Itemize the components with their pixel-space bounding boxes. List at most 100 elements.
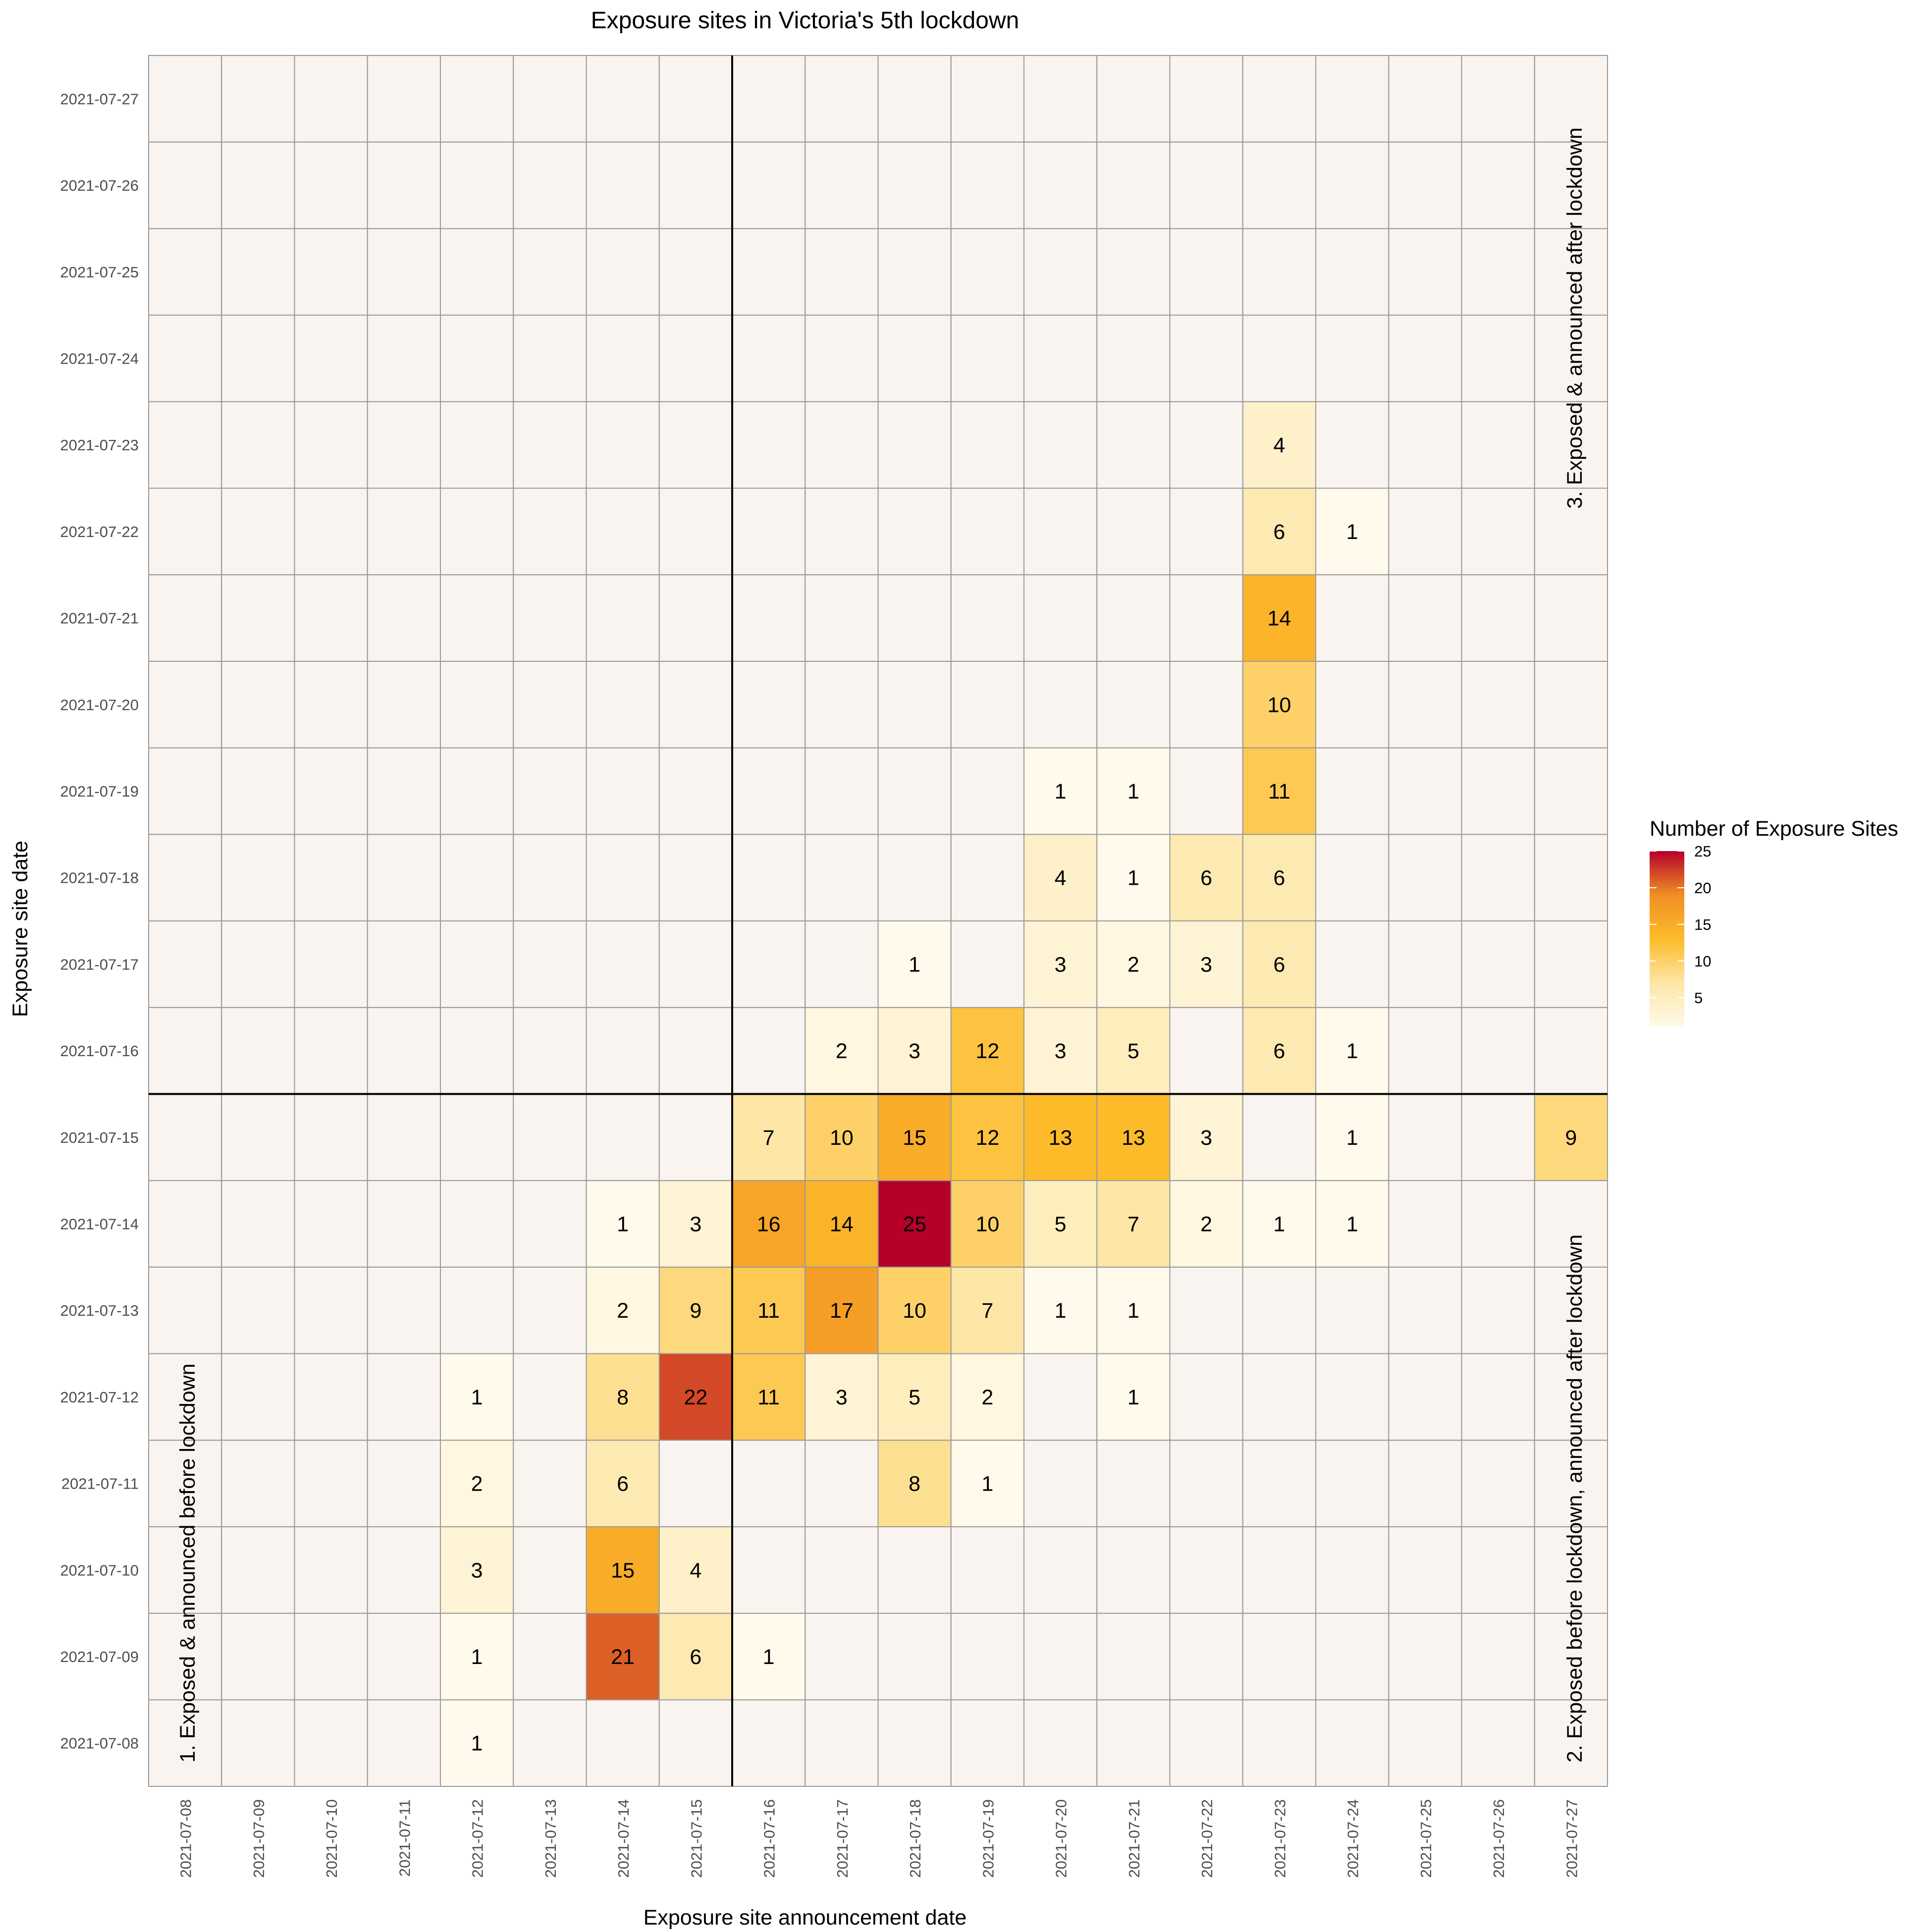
heatmap-cell-empty	[1315, 228, 1390, 316]
x-tick-label: 2021-07-16	[761, 1799, 778, 1878]
heatmap-cell-empty	[440, 1266, 514, 1354]
cell-value-label: 1	[1055, 1299, 1067, 1323]
heatmap-cell-empty	[1534, 487, 1608, 576]
heatmap-cell-empty	[1461, 1180, 1535, 1268]
heatmap-cell-empty	[732, 1699, 806, 1787]
x-tick-label: 2021-07-23	[1271, 1799, 1288, 1878]
x-tick-label: 2021-07-12	[469, 1799, 486, 1878]
y-tick-label: 2021-07-19	[60, 783, 139, 800]
heatmap-cell-empty	[440, 487, 514, 576]
heatmap-cell-empty	[513, 834, 587, 922]
heatmap-cell-empty	[658, 315, 733, 402]
heatmap-cell-empty	[586, 834, 660, 922]
heatmap-cell-empty	[513, 660, 587, 749]
cell-value-label: 1	[1346, 1039, 1358, 1063]
heatmap-cell-empty	[1461, 1526, 1535, 1614]
heatmap-cell-empty	[1388, 401, 1462, 489]
heatmap-cell-empty	[221, 487, 295, 576]
heatmap-cell-empty	[1388, 1526, 1462, 1614]
heatmap-cell-empty	[513, 747, 587, 835]
cell-value-label: 11	[757, 1299, 780, 1323]
heatmap-cell-empty	[732, 747, 806, 835]
heatmap-cell-empty	[1534, 834, 1608, 922]
heatmap-cell-empty	[1096, 401, 1171, 489]
heatmap-cell-empty	[658, 141, 733, 229]
heatmap-cell-empty	[148, 55, 222, 143]
heatmap-cell-empty	[367, 228, 441, 316]
heatmap-cell-empty	[1315, 1699, 1390, 1787]
heatmap-cell-empty	[221, 660, 295, 749]
heatmap-cell-empty	[1169, 1699, 1243, 1787]
heatmap-cell	[1023, 834, 1098, 922]
heatmap-cell-empty	[221, 1266, 295, 1354]
cell-value-label: 10	[1267, 693, 1291, 717]
annotation-region-3: 3. Exposed & announced after lockdown	[1563, 127, 1587, 509]
heatmap-cell	[805, 1266, 879, 1354]
heatmap-cell	[1023, 920, 1098, 1008]
heatmap-cell-empty	[148, 920, 222, 1008]
heatmap-cell-empty	[1096, 1612, 1171, 1701]
heatmap-cell-empty	[367, 1612, 441, 1701]
heatmap-cell	[1315, 1093, 1390, 1181]
heatmap-cell-empty	[1096, 228, 1171, 316]
heatmap-cell-empty	[805, 834, 879, 922]
heatmap-cell-empty	[877, 141, 952, 229]
heatmap-cell-empty	[1023, 1440, 1098, 1527]
heatmap-cell	[950, 1353, 1024, 1441]
cell-value-label: 10	[975, 1212, 999, 1236]
cell-value-label: 12	[975, 1039, 999, 1063]
x-tick-label: 2021-07-14	[615, 1799, 632, 1878]
heatmap-cell-empty	[1534, 574, 1608, 662]
heatmap-cell-empty	[732, 834, 806, 922]
heatmap-cell-empty	[586, 401, 660, 489]
cell-value-label: 1	[1127, 1386, 1139, 1409]
cell-value-label: 11	[1268, 780, 1290, 804]
legend-tick-label: 20	[1694, 879, 1711, 897]
heatmap-cell-empty	[513, 1353, 587, 1441]
cell-value-label: 7	[1127, 1212, 1139, 1236]
cell-value-label: 6	[1273, 953, 1285, 976]
heatmap-cell-empty	[294, 747, 368, 835]
heatmap-cell-empty	[586, 315, 660, 402]
heatmap-cell	[1023, 1266, 1098, 1354]
heatmap-cell-empty	[148, 1093, 222, 1181]
heatmap-cell-empty	[513, 1440, 587, 1527]
heatmap-cell-empty	[805, 141, 879, 229]
y-tick-labels: 2021-07-08 2021-07-09 2021-07-10 2021-07-11…	[60, 90, 139, 1752]
heatmap-cell	[805, 1180, 879, 1268]
heatmap-cell-empty	[1461, 55, 1535, 143]
heatmap-cell-empty	[1169, 1353, 1243, 1441]
heatmap-cell-empty	[221, 1526, 295, 1614]
x-tick-label: 2021-07-17	[834, 1799, 851, 1878]
heatmap-cell-empty	[367, 747, 441, 835]
heatmap-cell-empty	[221, 141, 295, 229]
x-tick-label: 2021-07-08	[177, 1799, 195, 1878]
heatmap-cell-empty	[950, 1612, 1024, 1701]
heatmap-cell-empty	[513, 1093, 587, 1181]
heatmap-cell-empty	[1461, 747, 1535, 835]
heatmap-cell-empty	[1461, 1612, 1535, 1701]
heatmap-cell-empty	[1169, 487, 1243, 576]
heatmap-cell-empty	[148, 747, 222, 835]
heatmap-cell-empty	[221, 574, 295, 662]
heatmap-cell-empty	[367, 834, 441, 922]
heatmap-cell-empty	[294, 660, 368, 749]
cell-value-label: 4	[690, 1558, 701, 1582]
heatmap-cell-empty	[658, 1440, 733, 1527]
cell-value-label: 8	[909, 1472, 920, 1496]
heatmap-cell	[1242, 487, 1316, 576]
heatmap-cell-empty	[1096, 574, 1171, 662]
annotation-region-2: 2. Exposed before lockdown, announced af…	[1563, 1234, 1587, 1763]
heatmap-cell-empty	[148, 574, 222, 662]
heatmap-cell-empty	[1023, 487, 1098, 576]
heatmap-cell	[732, 1353, 806, 1441]
cell-value-label: 1	[1127, 866, 1139, 890]
heatmap-cell-empty	[367, 315, 441, 402]
cell-value-label: 10	[903, 1299, 926, 1323]
heatmap-cell-empty	[294, 1440, 368, 1527]
x-tick-label: 2021-07-21	[1126, 1799, 1143, 1878]
heatmap-cell-empty	[950, 574, 1024, 662]
heatmap-cell-empty	[513, 574, 587, 662]
heatmap-cell-empty	[440, 574, 514, 662]
heatmap-cell-empty	[148, 141, 222, 229]
